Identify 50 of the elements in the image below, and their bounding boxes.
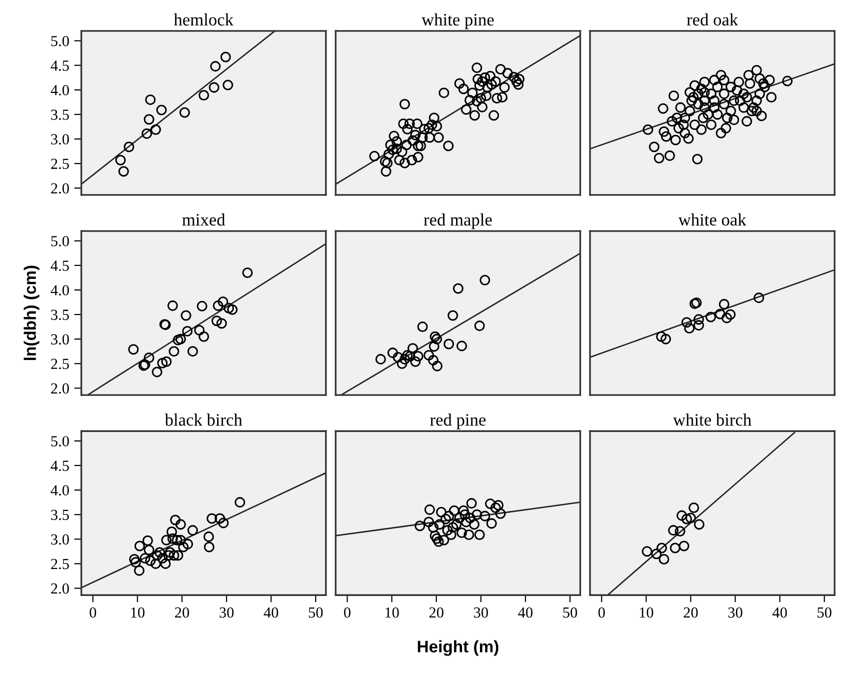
- chart-title: white oak: [678, 213, 746, 226]
- x-tick-label: 10: [131, 607, 145, 618]
- chart-title: red oak: [686, 13, 738, 26]
- y-tick-label: 5.0: [51, 236, 69, 246]
- chart-title: black birch: [164, 414, 242, 426]
- x-tick-label: 0: [344, 607, 350, 618]
- x-tick-label: 0: [90, 607, 96, 618]
- y-tick-label: 3.5: [51, 310, 69, 320]
- y-tick-label: 4.5: [50, 460, 69, 472]
- y-tick-label: 4.0: [50, 285, 69, 296]
- y-tick-label: 3.0: [51, 534, 69, 545]
- chart-title: red pine: [430, 414, 486, 430]
- y-axis-title: ln(dbh) (cm): [24, 266, 40, 360]
- x-tick-label: 50: [308, 607, 323, 618]
- x-tick-label: 30: [220, 607, 234, 618]
- x-axis-title: Height (m): [418, 640, 498, 656]
- y-tick-label: 3.0: [51, 334, 69, 345]
- y-tick-label: 2.0: [51, 183, 69, 194]
- x-tick-label: 40: [518, 607, 533, 618]
- x-tick-label: 50: [818, 607, 832, 618]
- y-tick-label: 2.0: [51, 583, 69, 594]
- y-tick-label: 3.5: [51, 510, 69, 520]
- x-tick-label: 50: [563, 607, 578, 618]
- chart-title: hemlock: [174, 13, 234, 26]
- x-tick-label: 10: [386, 607, 399, 618]
- y-tick-label: 3.0: [51, 134, 69, 144]
- y-tick-label: 4.5: [50, 260, 69, 271]
- y-tick-label: 4.0: [50, 485, 69, 496]
- x-tick-label: 20: [684, 607, 698, 618]
- chart-title: mixed: [182, 213, 226, 226]
- x-tick-label: 40: [264, 607, 278, 618]
- y-tick-label: 5.0: [51, 436, 69, 446]
- y-tick-label: 2.5: [51, 158, 69, 170]
- chart-title: red maple: [424, 213, 492, 230]
- x-tick-label: 0: [598, 607, 605, 618]
- y-tick-label: 2.5: [51, 558, 69, 570]
- y-tick-label: 2.5: [51, 358, 69, 370]
- chart-title: white birch: [673, 414, 752, 426]
- x-tick-label: 30: [728, 607, 742, 618]
- x-tick-label: 20: [175, 607, 190, 618]
- y-tick-label: 4.5: [50, 60, 69, 71]
- y-tick-label: 3.5: [51, 110, 69, 120]
- x-tick-label: 20: [429, 607, 444, 618]
- x-tick-label: 40: [772, 607, 787, 618]
- y-tick-label: 2.0: [51, 383, 69, 394]
- y-tick-label: 5.0: [51, 36, 69, 46]
- x-tick-label: 30: [474, 607, 488, 618]
- chart-title: white pine: [422, 13, 494, 30]
- x-tick-label: 10: [640, 607, 654, 618]
- y-tick-label: 4.0: [50, 85, 69, 96]
